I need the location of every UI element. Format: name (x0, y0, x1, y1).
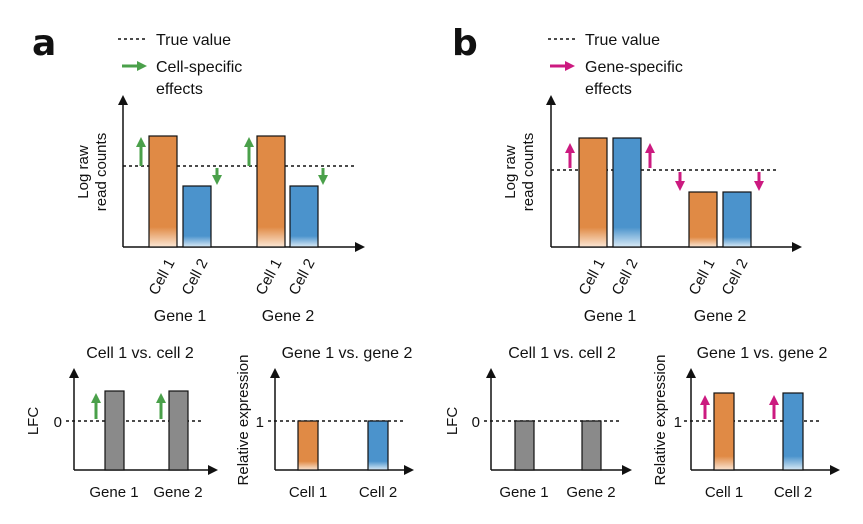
lfc-x-label: Gene 2 (153, 484, 202, 501)
bar-gene2-cell2 (289, 185, 319, 248)
bar-gene2-cell1 (256, 135, 286, 248)
cell-label: Cell 1 (686, 256, 719, 298)
cell-specific-legend-label-2: effects (156, 81, 203, 98)
top-chart-y-label: Log raw (502, 145, 519, 199)
cell-specific-legend-label: Cell-specific (156, 59, 242, 76)
lfc-x-label: Gene 1 (89, 484, 138, 501)
gene-specific-legend-label-2: effects (585, 81, 632, 98)
rel-x-label: Cell 2 (774, 484, 812, 501)
bar-gene1-cell1 (578, 137, 608, 248)
bar-gene1-cell1 (148, 135, 178, 248)
top-chart-y-label-2: read counts (520, 133, 537, 211)
cell-label: Cell 2 (719, 256, 752, 298)
rel-bar-cell2 (782, 392, 804, 471)
rel-tick-label: 1 (674, 414, 682, 431)
gene-specific-legend-label: Gene-specific (585, 59, 683, 76)
true-value-legend-label: True value (585, 32, 660, 49)
rel-chart-title: Gene 1 vs. gene 2 (697, 345, 828, 362)
rel-bar-cell1 (297, 420, 319, 471)
bar-gene1-cell2 (612, 137, 642, 248)
lfc-x-label: Gene 1 (499, 484, 548, 501)
bar-gene2-cell1 (688, 191, 718, 248)
cell-label: Cell 1 (253, 256, 286, 298)
rel-x-label: Cell 1 (705, 484, 743, 501)
rel-bar-cell1 (713, 392, 735, 471)
lfc-bar-gene2 (581, 420, 602, 471)
rel-chart-title: Gene 1 vs. gene 2 (282, 345, 413, 362)
panel-a-letter: a (32, 23, 56, 64)
cell-label: Cell 2 (609, 256, 642, 298)
bar-gene2-cell2 (722, 191, 752, 248)
rel-x-label: Cell 1 (289, 484, 327, 501)
lfc-chart-title: Cell 1 vs. cell 2 (508, 345, 616, 362)
gene-label: Gene 2 (262, 308, 315, 325)
rel-y-label: Relative expression (652, 355, 669, 486)
cell-label: Cell 2 (179, 256, 212, 298)
panel-b-letter: b (452, 23, 478, 64)
gene-label: Gene 1 (584, 308, 637, 325)
top-chart-y-label-2: read counts (93, 133, 110, 211)
true-value-legend-label: True value (156, 32, 231, 49)
cell-label: Cell 1 (146, 256, 179, 298)
gene-label: Gene 2 (694, 308, 747, 325)
rel-tick-label: 1 (256, 414, 264, 431)
panel-a: a True value Cell-specific effects Log r… (25, 23, 414, 501)
panel-b: b True value Gene-specific effects Log r… (444, 23, 840, 501)
cell-label: Cell 1 (576, 256, 609, 298)
bar-gene1-cell2 (182, 185, 212, 248)
lfc-x-label: Gene 2 (566, 484, 615, 501)
lfc-bar-gene1 (514, 420, 535, 471)
gene-label: Gene 1 (154, 308, 207, 325)
lfc-tick-label: 0 (54, 414, 62, 431)
lfc-chart-title: Cell 1 vs. cell 2 (86, 345, 194, 362)
lfc-bar-gene1 (104, 390, 125, 471)
rel-x-label: Cell 2 (359, 484, 397, 501)
lfc-y-label: LFC (444, 407, 461, 436)
top-chart-y-label: Log raw (75, 145, 92, 199)
lfc-tick-label: 0 (472, 414, 480, 431)
lfc-y-label: LFC (25, 407, 42, 436)
rel-y-label: Relative expression (235, 355, 252, 486)
lfc-bar-gene2 (168, 390, 189, 471)
rel-bar-cell2 (367, 420, 389, 471)
cell-label: Cell 2 (286, 256, 319, 298)
